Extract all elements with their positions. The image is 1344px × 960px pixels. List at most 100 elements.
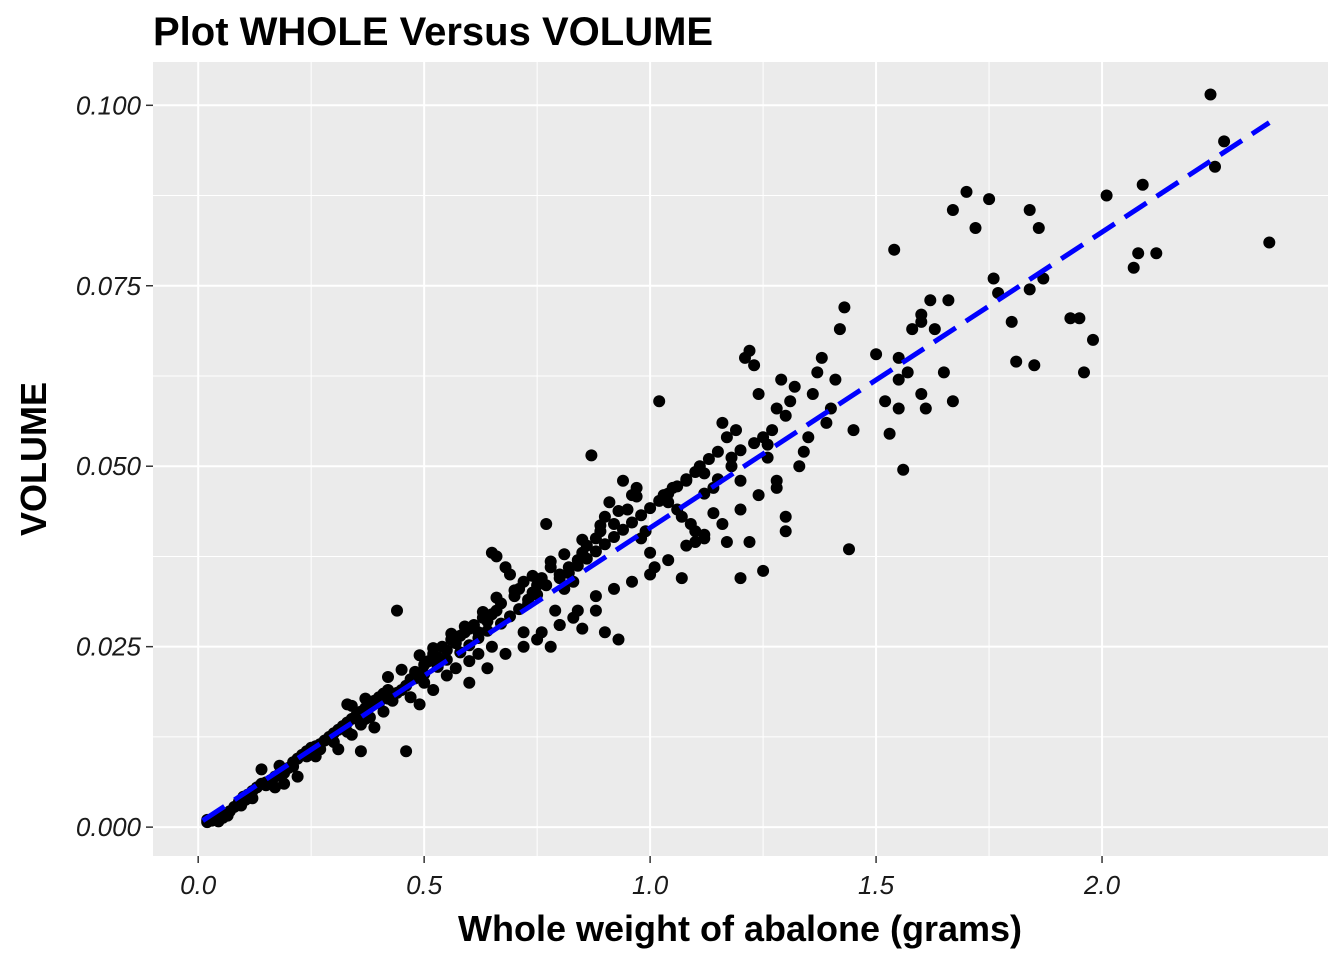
data-point: [770, 474, 783, 487]
data-point: [725, 460, 738, 473]
data-point: [463, 676, 476, 689]
data-point: [553, 619, 566, 631]
data-point: [499, 647, 512, 660]
data-point: [1073, 312, 1086, 325]
data-point: [449, 662, 462, 675]
data-point: [472, 647, 485, 660]
data-point: [779, 510, 792, 523]
data-point: [562, 567, 575, 579]
data-point: [1010, 355, 1023, 368]
data-point: [924, 294, 937, 307]
data-point: [1064, 312, 1077, 325]
data-point: [734, 572, 747, 585]
data-point: [662, 496, 675, 509]
data-point: [734, 444, 747, 457]
data-point: [662, 554, 675, 567]
data-point: [626, 516, 638, 529]
data-point: [576, 622, 589, 635]
x-tick-label: 0.5: [406, 870, 443, 900]
data-point: [585, 449, 598, 462]
data-point: [757, 564, 770, 577]
data-point: [689, 525, 702, 538]
data-point: [698, 532, 711, 545]
data-point: [707, 507, 720, 520]
data-point: [671, 480, 684, 493]
data-point: [1209, 160, 1221, 173]
data-point: [1078, 366, 1090, 379]
data-point: [418, 676, 431, 689]
data-point: [345, 699, 358, 712]
data-point: [490, 591, 503, 604]
data-point: [400, 745, 413, 758]
data-point: [698, 467, 711, 480]
data-point: [598, 626, 611, 639]
data-point: [802, 431, 815, 444]
data-point: [928, 323, 941, 336]
data-point: [382, 692, 394, 705]
data-point: [730, 424, 742, 437]
data-point: [675, 572, 688, 585]
data-point: [937, 366, 950, 379]
data-point: [269, 781, 281, 794]
data-point: [463, 655, 476, 668]
data-point: [915, 308, 928, 321]
x-tick-label: 1.0: [632, 870, 669, 900]
data-point: [734, 503, 747, 516]
data-point: [815, 351, 828, 364]
data-point: [883, 427, 896, 440]
data-point: [1028, 359, 1041, 372]
data-point: [1127, 261, 1140, 274]
data-point: [617, 474, 629, 487]
data-point: [1005, 315, 1018, 328]
data-point: [1136, 178, 1149, 191]
data-point: [680, 473, 693, 486]
data-point: [725, 451, 738, 464]
data-point: [382, 671, 394, 683]
data-point: [653, 395, 666, 408]
data-point: [517, 640, 530, 653]
data-point: [919, 402, 932, 415]
data-point: [617, 523, 629, 536]
data-point: [888, 243, 901, 256]
data-point: [946, 395, 959, 408]
data-point: [354, 745, 367, 758]
data-point: [711, 445, 724, 458]
data-point: [720, 431, 733, 444]
data-point: [901, 366, 914, 379]
data-point: [748, 359, 761, 372]
data-point: [793, 460, 806, 473]
data-point: [589, 604, 602, 617]
data-point: [413, 649, 426, 662]
data-point: [571, 604, 584, 617]
data-point: [603, 496, 616, 509]
data-point: [368, 721, 381, 734]
x-tick-label: 0.0: [180, 870, 217, 900]
y-axis-title: VOLUME: [13, 382, 54, 536]
data-point: [404, 691, 417, 704]
data-point: [716, 518, 729, 530]
data-point: [820, 416, 833, 429]
data-point: [535, 626, 548, 639]
data-point: [675, 510, 688, 523]
data-point: [504, 568, 516, 581]
data-point: [287, 760, 300, 773]
data-point: [540, 518, 553, 530]
data-point: [946, 204, 959, 216]
data-point: [431, 651, 444, 664]
data-point: [255, 763, 268, 776]
data-point: [689, 536, 702, 548]
data-point: [517, 575, 530, 588]
data-point: [761, 438, 774, 451]
data-point: [752, 388, 765, 400]
data-point: [743, 344, 756, 357]
data-point: [608, 582, 620, 595]
data-point: [445, 627, 458, 640]
data-point: [870, 348, 883, 361]
data-point: [784, 395, 797, 408]
data-point: [734, 474, 747, 487]
y-tick-label: 0.075: [76, 271, 142, 301]
data-point: [644, 546, 657, 559]
data-point: [1037, 272, 1050, 285]
data-point: [558, 548, 571, 561]
